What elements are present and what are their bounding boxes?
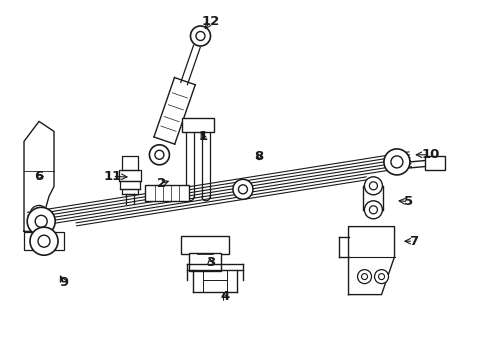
Text: 5: 5	[403, 195, 412, 208]
Circle shape	[155, 150, 163, 159]
Circle shape	[30, 227, 58, 255]
Text: 12: 12	[201, 15, 219, 28]
Circle shape	[357, 270, 371, 284]
Circle shape	[27, 207, 55, 235]
Text: 6: 6	[35, 170, 43, 183]
Text: 10: 10	[420, 148, 439, 161]
Circle shape	[35, 210, 43, 219]
Text: 1: 1	[198, 130, 207, 143]
Circle shape	[368, 206, 377, 214]
Circle shape	[390, 156, 402, 168]
Circle shape	[196, 31, 204, 40]
Circle shape	[364, 201, 382, 219]
Circle shape	[35, 215, 47, 227]
Text: 11: 11	[103, 170, 122, 183]
Circle shape	[38, 235, 50, 247]
Text: 9: 9	[59, 276, 68, 289]
Bar	[424, 156, 444, 170]
Circle shape	[378, 274, 384, 280]
Text: 3: 3	[205, 256, 214, 269]
Circle shape	[30, 206, 48, 224]
Circle shape	[149, 145, 169, 165]
Circle shape	[238, 185, 247, 194]
Text: 8: 8	[254, 150, 263, 163]
Circle shape	[383, 149, 409, 175]
Bar	[24, 232, 64, 250]
Circle shape	[364, 177, 382, 195]
Text: 2: 2	[157, 177, 165, 190]
Circle shape	[190, 26, 210, 46]
Circle shape	[361, 274, 367, 280]
Bar	[189, 253, 221, 271]
Bar	[182, 118, 214, 132]
Text: 4: 4	[220, 291, 229, 303]
Circle shape	[374, 270, 388, 284]
Bar	[144, 185, 188, 202]
Bar	[181, 236, 229, 254]
Circle shape	[232, 179, 252, 199]
Circle shape	[368, 182, 377, 190]
Text: 7: 7	[408, 235, 417, 248]
